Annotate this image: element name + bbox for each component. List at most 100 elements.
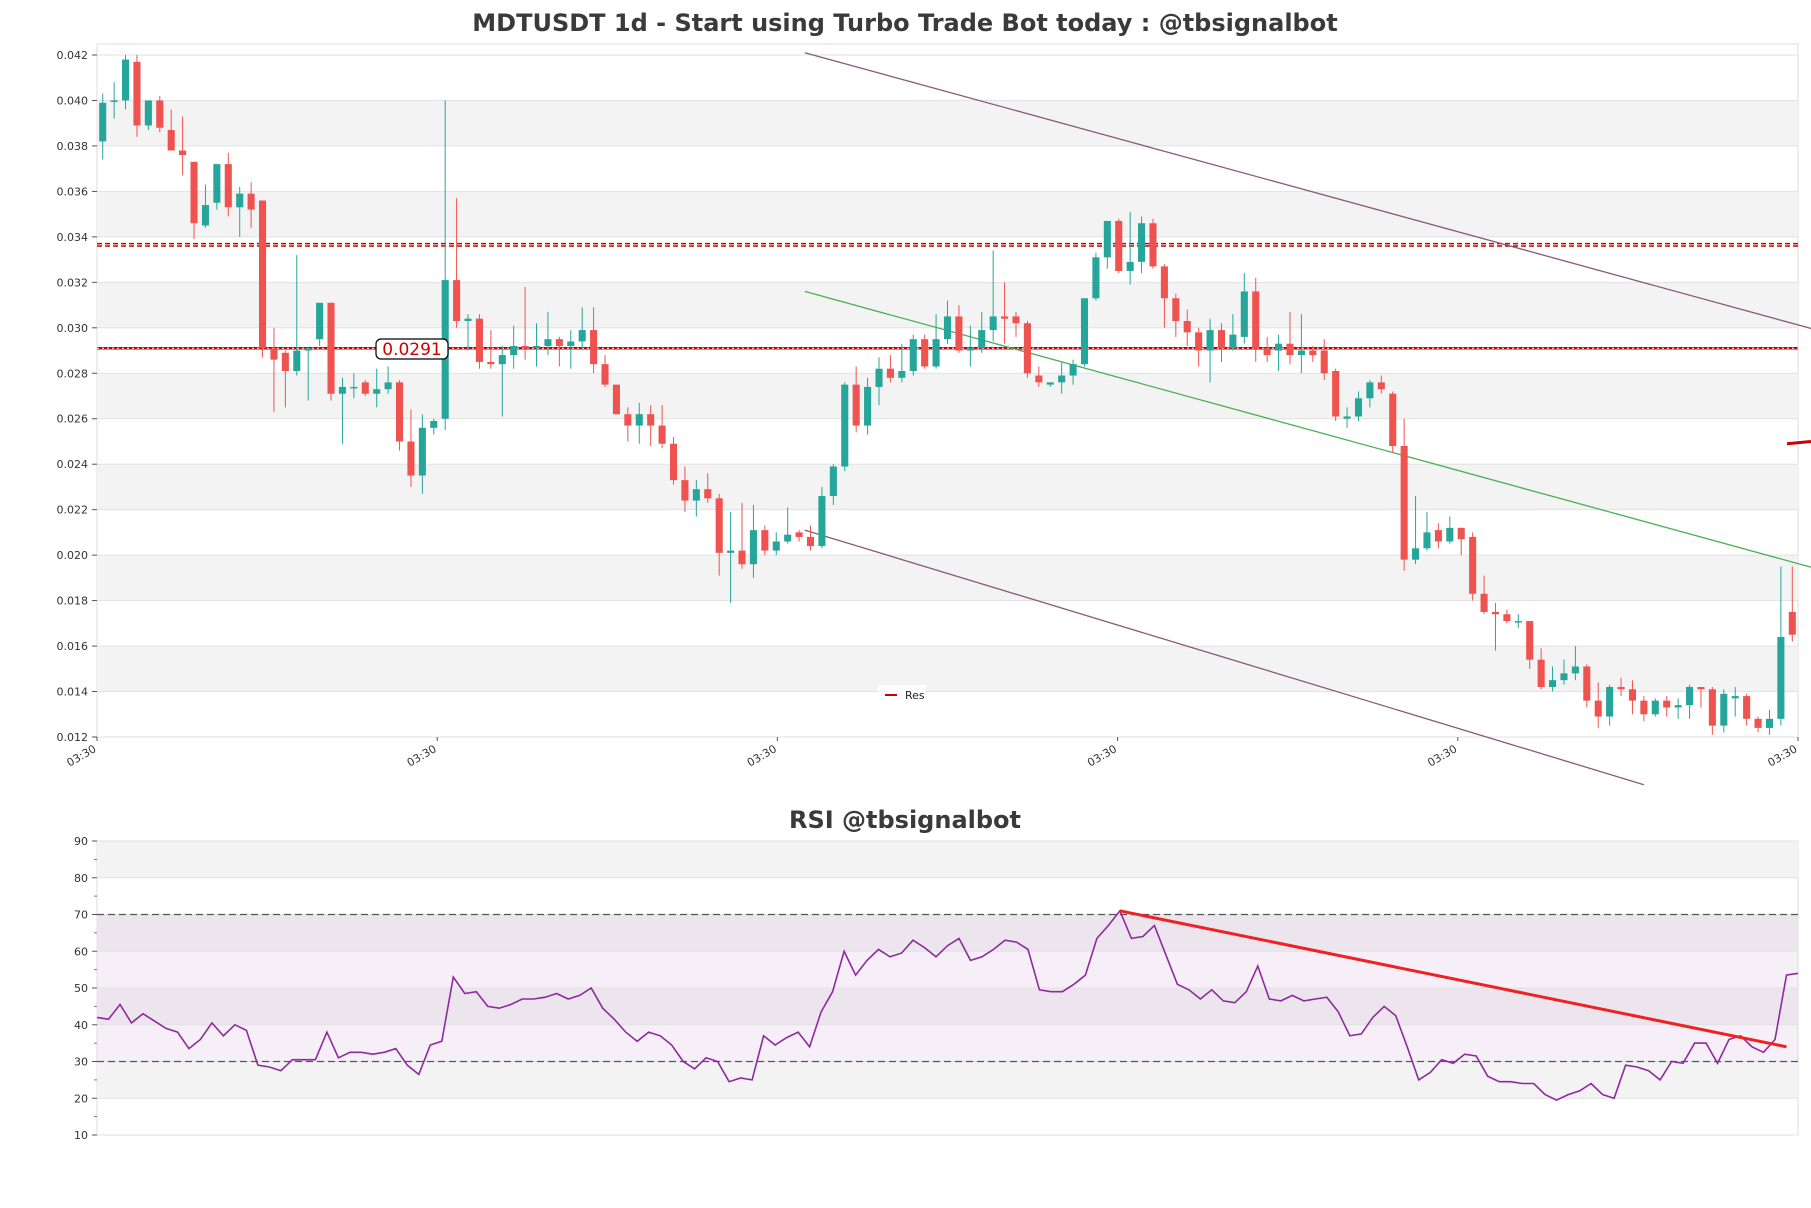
candle-body [932,339,940,367]
candle-body [1708,689,1716,726]
candle-body [1366,382,1374,399]
candle-body [1206,330,1214,351]
price-tick-label: 0.032 [57,276,89,289]
candle-body [1731,696,1739,699]
candle-body [635,414,643,426]
candle-body [738,550,746,565]
candle-body [1195,332,1203,351]
candle-body [818,496,826,547]
candle-body [555,339,563,346]
candle-body [1377,382,1385,390]
candle-body [395,382,404,442]
candle-body [612,384,620,415]
candle-body [681,480,689,501]
candle-body [806,536,815,547]
candle-body [464,318,472,321]
candle-body [761,530,769,551]
price-label-text: 0.0291 [382,340,441,360]
candle-body [258,200,267,349]
candle-body [1160,266,1168,299]
candle-body [213,164,221,203]
candle-body [590,330,598,365]
candle-body [704,489,712,499]
price-band [97,464,1798,510]
channel-lower-line [804,529,1645,786]
candle-body [1343,416,1351,419]
candle-body [521,345,529,349]
candle-body [1115,220,1123,271]
candle-body [886,368,894,378]
candle-body [966,348,974,351]
candle-body [1537,659,1545,687]
candle-body [898,370,906,378]
candle-body [1320,350,1328,374]
candle-body [1765,718,1773,728]
candle-body [110,100,118,102]
price-band [97,646,1798,692]
candle-body [1617,686,1625,690]
candle-body [1080,298,1089,365]
candle-body [1058,375,1066,383]
rsi-tick-label: 70 [74,909,88,922]
rsi-tick-label: 20 [74,1092,88,1105]
candle-body [1446,527,1454,542]
candle-body [1686,686,1694,706]
candle-body [1434,530,1442,542]
candle-body [1583,666,1591,701]
price-tick-label: 0.030 [57,322,89,335]
candle-body [133,61,141,126]
candle-body [1229,334,1237,349]
price-band [97,100,1798,146]
price-x-tick-label: 03:30 [1425,742,1459,769]
candle-body [1697,686,1705,690]
candle-body [1354,398,1363,417]
candle-body [1457,527,1465,540]
candle-body [1332,370,1340,417]
candle-body [1743,696,1751,719]
rsi-tick-label: 40 [74,1019,88,1032]
price-tick-label: 0.026 [57,413,89,426]
candle-body [327,302,335,394]
candle-body [955,316,963,351]
candle-body [669,443,678,481]
candle-body [1309,350,1317,356]
candle-body [373,389,381,394]
rsi-line [96,909,1799,1101]
candle-body [1297,350,1305,356]
price-y-axis: 0.012 0.014 0.016 0.018 0.020 0.022 0.024 0.026… [57,49,97,744]
candle-body [144,100,152,126]
price-label-background [375,338,449,360]
candle-body [692,489,700,501]
candle-body [1126,261,1134,271]
trend-channel [804,52,1811,786]
candle-body [532,345,541,349]
candle-body [201,205,209,226]
rsi-tick-label: 50 [74,982,88,995]
rsi-grid-bands [96,840,1799,1136]
candle-body [498,355,506,365]
candle-body [795,532,803,537]
candle-body [715,498,723,553]
candle-body [190,161,198,224]
rsi-tick-label: 30 [74,1056,88,1069]
price-tick-label: 0.024 [57,458,89,471]
candle-body [1069,364,1077,376]
candle-body [122,59,130,101]
price-x-tick-label: 03:30 [405,742,439,769]
candle-body [784,534,792,542]
candle-body [749,530,757,565]
candle-body [1252,291,1260,349]
candle-body [179,150,187,156]
resistance-marker [1786,439,1811,446]
candle-body [978,330,986,349]
candle-body [1663,700,1671,708]
price-tick-label: 0.018 [57,595,89,608]
candle-body [852,384,860,426]
candle-body [544,339,552,346]
candle-body [236,193,244,208]
candle-body [1480,593,1488,612]
candle-body [829,466,837,497]
candle-body [293,350,301,371]
rsi-tick-label: 80 [74,872,88,885]
candle-body [384,382,392,390]
